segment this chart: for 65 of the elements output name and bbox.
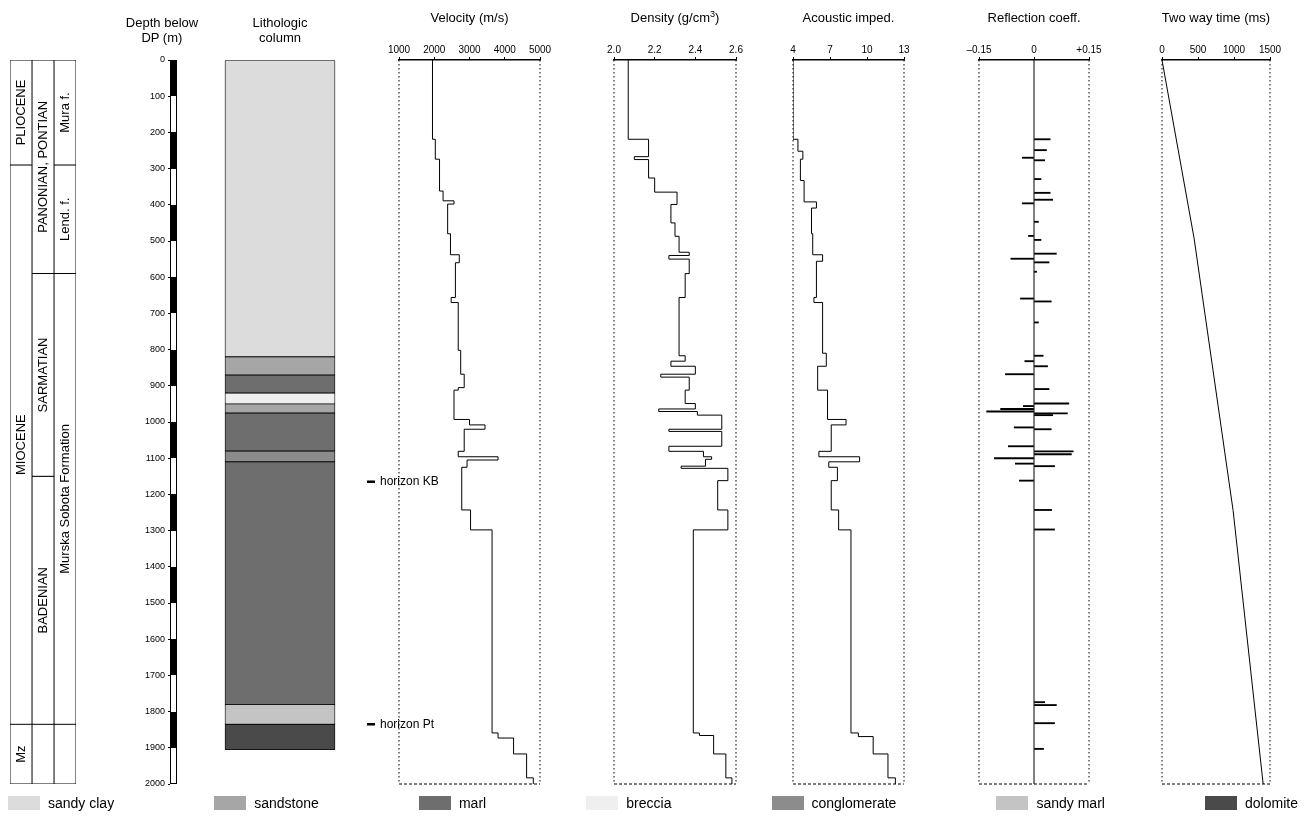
x-tick-label: 3000 — [458, 43, 482, 55]
chart-title: Lithologic column — [252, 15, 308, 45]
x-tick-label: 2.6 — [729, 43, 744, 55]
x-tick-label: 10 — [861, 43, 873, 55]
x-tick-label: 1500 — [1258, 43, 1282, 55]
y-tick-label: 1500 — [144, 597, 165, 608]
y-tick-label: 1000 — [144, 416, 165, 427]
x-tick-label: 0 — [1031, 43, 1038, 55]
x-tick-label: 500 — [1189, 43, 1207, 55]
legend-label: marl — [458, 795, 487, 811]
y-axis-title: Depth below DP (m) — [125, 15, 199, 45]
x-tick-label: 2.4 — [688, 43, 703, 55]
x-tick-label: 4 — [790, 43, 797, 55]
y-tick-label: 0 — [159, 54, 165, 65]
y-tick-label: 1700 — [144, 669, 165, 680]
series-label: Murska Sobota Formation — [56, 424, 72, 574]
legend-label: sandy marl — [1036, 795, 1105, 811]
ref-line-label: horizon KB — [380, 474, 439, 489]
x-tick-label: 2.0 — [607, 43, 622, 55]
series-label: PLIOCENE — [12, 79, 28, 146]
y-tick-label: 600 — [149, 271, 165, 282]
x-tick-label: 7 — [827, 43, 834, 55]
y-tick-label: 1400 — [144, 561, 165, 572]
series-label: MIOCENE — [12, 413, 28, 475]
y-tick-label: 200 — [149, 126, 165, 137]
chart-title: Reflection coeff. — [987, 10, 1081, 25]
x-tick-label: 2000 — [423, 43, 446, 55]
y-tick-label: 1600 — [144, 633, 165, 644]
y-tick-label: 900 — [149, 380, 165, 391]
series-label: Lend. f. — [56, 197, 72, 241]
y-tick-label: 2000 — [144, 778, 165, 789]
legend-label: sandstone — [254, 795, 319, 811]
y-tick-label: 1800 — [144, 706, 165, 717]
y-tick-label: 100 — [149, 90, 165, 101]
series-label: PANONIAN, PONTIAN — [34, 100, 50, 233]
x-tick-label: 2.2 — [647, 43, 663, 55]
y-tick-label: 700 — [149, 307, 165, 318]
chart-title: Acoustic imped. — [802, 10, 895, 25]
y-tick-label: 1300 — [144, 525, 165, 536]
x-tick-label: 1000 — [387, 43, 411, 55]
y-tick-label: 1900 — [144, 742, 165, 753]
x-tick-label: –0.15 — [966, 43, 992, 55]
x-tick-label: 4000 — [493, 43, 517, 55]
series-label: SARMATIAN — [34, 337, 50, 413]
legend-label: breccia — [626, 795, 672, 811]
series-label: Mura f. — [56, 92, 72, 133]
y-tick-label: 300 — [149, 163, 165, 174]
series-label: Mz — [12, 745, 28, 763]
legend-label: conglomerate — [811, 795, 897, 811]
chart-title: Velocity (m/s) — [430, 10, 509, 25]
x-tick-label: 1000 — [1222, 43, 1246, 55]
legend-label: dolomite — [1245, 795, 1298, 811]
x-tick-label: 0 — [1159, 43, 1166, 55]
y-tick-label: 400 — [149, 199, 165, 210]
y-tick-label: 1200 — [144, 488, 165, 499]
chart-title: Two way time (ms) — [1161, 10, 1271, 25]
x-tick-label: 5000 — [528, 43, 552, 55]
ref-line-label: horizon Pt — [380, 716, 435, 731]
legend-label: sandy clay — [48, 795, 115, 811]
y-tick-label: 500 — [149, 235, 165, 246]
series-label: BADENIAN — [34, 567, 50, 634]
y-tick-label: 800 — [149, 344, 165, 355]
x-tick-label: +0.15 — [1076, 43, 1103, 55]
y-tick-label: 1100 — [145, 452, 165, 463]
x-tick-label: 13 — [898, 43, 910, 55]
